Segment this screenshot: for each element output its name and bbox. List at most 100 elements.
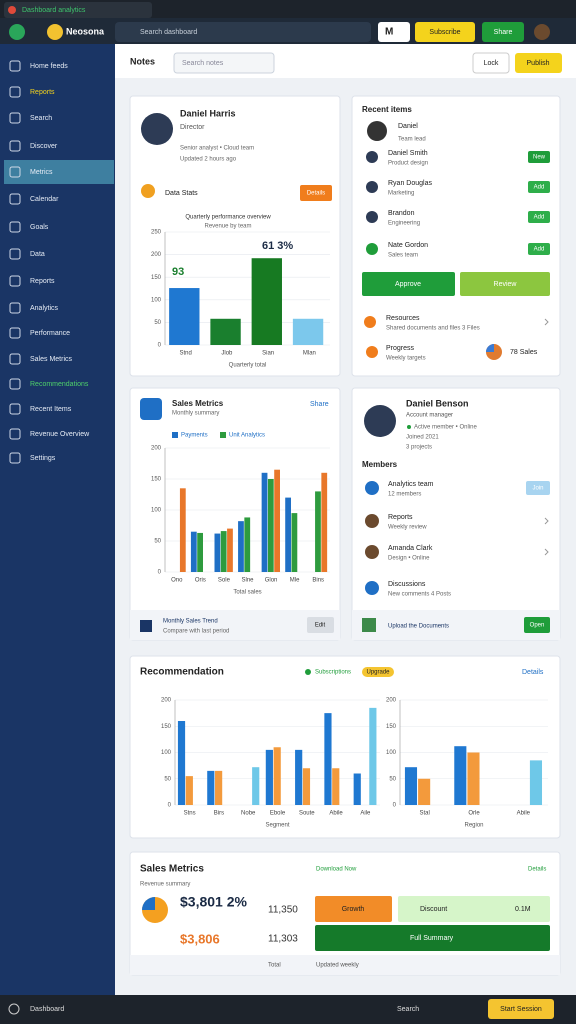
open-button[interactable]	[524, 617, 550, 633]
label: Add	[534, 185, 545, 191]
growth-button[interactable]	[315, 896, 392, 922]
footer-icon	[362, 618, 376, 632]
label: Total	[268, 963, 281, 969]
label: Weekly review	[388, 525, 427, 531]
nav-icon	[9, 248, 21, 260]
avatar	[534, 24, 550, 40]
label: New	[533, 155, 546, 161]
bar	[244, 517, 251, 572]
chip[interactable]	[362, 667, 394, 677]
nav-icon	[9, 302, 21, 314]
label: Data Stats	[165, 190, 198, 197]
x-tick-label: Nobe	[241, 811, 256, 817]
nav-item[interactable]: Home feeds	[30, 63, 68, 70]
label: Progress	[386, 345, 415, 352]
label[interactable]: Share	[310, 401, 329, 408]
label: Edit	[315, 623, 326, 629]
bar	[252, 767, 260, 805]
label: Joined 2021	[406, 435, 439, 441]
nav-item[interactable]: Performance	[30, 330, 70, 337]
nav-icon	[9, 112, 21, 124]
badge[interactable]	[528, 243, 550, 255]
label: Nate Gordon	[388, 242, 428, 249]
publish-button[interactable]	[515, 53, 562, 73]
tag-icon	[141, 184, 155, 198]
x-tick-label: Orle	[468, 811, 480, 817]
label: Daniel	[398, 123, 418, 130]
label: New comments 4 Posts	[388, 592, 451, 598]
nav-item[interactable]: Reports	[30, 278, 55, 285]
label: Team lead	[398, 137, 426, 143]
label[interactable]: Details	[522, 669, 544, 676]
nav-item[interactable]: Reports	[30, 89, 55, 96]
nav-item[interactable]: Revenue Overview	[30, 431, 90, 438]
badge[interactable]	[528, 151, 550, 163]
footer-icon	[140, 620, 152, 632]
subscribe-button[interactable]	[415, 22, 475, 42]
chevron[interactable]	[544, 318, 549, 326]
avatar	[366, 243, 378, 255]
chevron[interactable]	[544, 548, 549, 556]
nav-item[interactable]: Metrics	[30, 169, 53, 176]
label: Updated 2 hours ago	[180, 157, 237, 163]
label: 0.1M	[515, 906, 531, 913]
label: Full Summary	[410, 935, 454, 942]
label: Ryan Douglas	[388, 180, 432, 187]
x-tick-label: Stns	[184, 811, 196, 817]
nav-item[interactable]: Calendar	[30, 196, 59, 203]
nav-item[interactable]: Data	[30, 251, 45, 258]
menu-button[interactable]	[378, 22, 410, 42]
label: Discussions	[388, 581, 426, 588]
label: $3,801 2%	[180, 894, 247, 910]
bar	[291, 513, 298, 572]
badge[interactable]	[528, 211, 550, 223]
label[interactable]: Download Now	[316, 867, 357, 873]
nav-item[interactable]: Discover	[30, 143, 58, 150]
bar	[273, 747, 281, 805]
nav-item[interactable]: Goals	[30, 224, 49, 231]
tab[interactable]	[4, 2, 152, 18]
approve-button[interactable]	[362, 272, 455, 296]
share-button[interactable]	[482, 22, 524, 42]
bar	[227, 528, 233, 572]
bar	[169, 288, 200, 345]
avatar	[367, 121, 387, 141]
y-tick-label: 200	[151, 446, 162, 452]
label[interactable]: Details	[528, 867, 546, 873]
nav-item[interactable]: Search	[30, 115, 52, 122]
edit-button[interactable]	[307, 617, 334, 633]
nav-item[interactable]: Recent Items	[30, 406, 72, 413]
x-tick-label: Glon	[265, 578, 278, 584]
summary-button[interactable]	[315, 925, 550, 951]
label: M	[385, 27, 393, 38]
badge[interactable]	[526, 481, 550, 495]
nav-item[interactable]: Sales Metrics	[30, 356, 73, 363]
details-button[interactable]	[300, 185, 332, 201]
bar	[332, 768, 340, 805]
y-tick-label: 0	[393, 803, 397, 809]
y-tick-label: 150	[151, 477, 162, 483]
nav-item[interactable]: Settings	[30, 455, 56, 462]
y-tick-label: 100	[151, 508, 162, 514]
label: $3,806	[180, 931, 220, 946]
review-button[interactable]	[460, 272, 550, 296]
nav-item[interactable]: Recommendations	[30, 381, 89, 388]
label: Weekly targets	[386, 356, 426, 362]
avatar	[141, 113, 173, 145]
nav-item[interactable]: Analytics	[30, 305, 59, 312]
nav-icon	[9, 140, 21, 152]
nav-icon	[9, 221, 21, 233]
badge[interactable]	[528, 181, 550, 193]
label: Add	[534, 215, 545, 221]
notes-search[interactable]	[173, 52, 275, 74]
label: Senior analyst • Cloud team	[180, 146, 254, 152]
search-box[interactable]	[115, 22, 371, 42]
x-tick-label: Ono	[171, 578, 183, 584]
label: Lock	[484, 60, 499, 67]
chevron[interactable]	[544, 517, 549, 525]
label: Analytics team	[388, 481, 434, 488]
label: Dashboard	[30, 1006, 64, 1013]
session-button[interactable]	[488, 999, 554, 1019]
lock-button[interactable]	[472, 52, 510, 74]
